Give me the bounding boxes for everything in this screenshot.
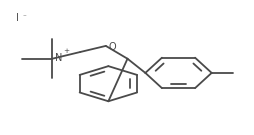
Text: O: O [108, 42, 116, 52]
Text: +: + [63, 48, 69, 54]
Text: I: I [16, 13, 19, 23]
Text: N: N [55, 53, 62, 63]
Text: ⁻: ⁻ [22, 14, 26, 20]
